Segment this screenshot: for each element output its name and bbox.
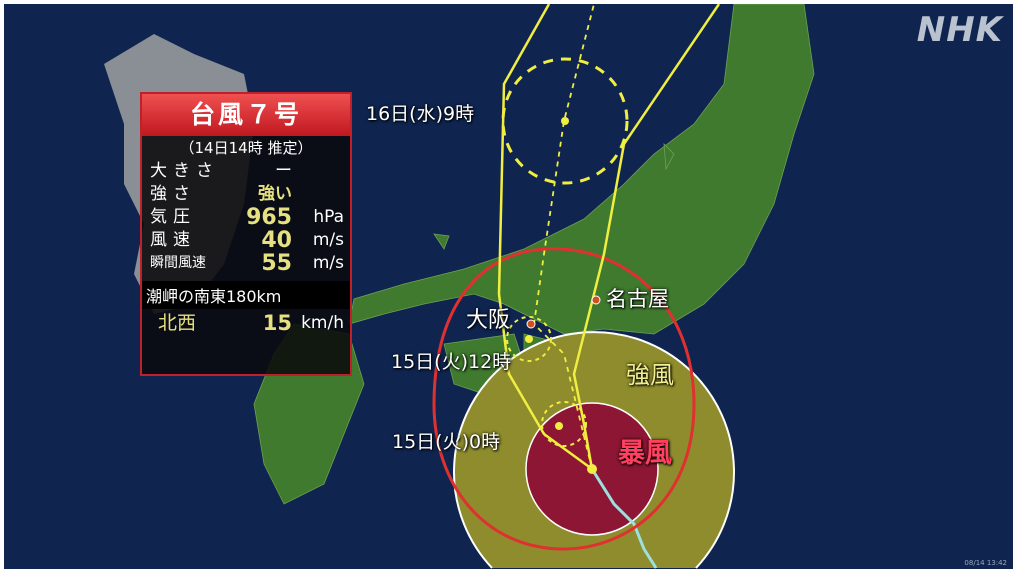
- forecast-point: [525, 335, 533, 343]
- typhoon-info-panel: 台風７号 （14日14時 推定） 大きさ ー 強さ 強い 気圧 965 hPa 風速 40…: [140, 92, 352, 376]
- forecast-circle-15-12: [506, 316, 552, 362]
- nagoya-marker: [591, 295, 601, 305]
- info-unit: m/s: [312, 230, 344, 250]
- info-label: 風速: [150, 230, 196, 250]
- info-value: 40: [261, 228, 292, 253]
- timestamp: 08/14 13:42: [964, 559, 1007, 567]
- forecast-circle-16: [501, 57, 629, 185]
- label-osaka: 大阪: [466, 308, 511, 333]
- nhk-logo: NHK: [916, 10, 1003, 50]
- direction: 北西: [158, 312, 197, 334]
- forecast-track: [497, 4, 721, 471]
- info-value: 強い: [258, 184, 292, 204]
- info-label: 強さ: [150, 184, 196, 204]
- info-label: 瞬間風速: [150, 255, 206, 271]
- location: 潮岬の南東180km: [142, 281, 350, 309]
- info-unit: m/s: [312, 253, 344, 273]
- typhoon-map: NHK 08/14 13:42 16日(水)9時 15日(火)12時 15日(火…: [4, 4, 1013, 569]
- label-15-0: 15日(火)0時: [392, 431, 501, 453]
- osaka-marker: [526, 319, 536, 329]
- info-row-wind: 風速 40 m/s: [142, 229, 350, 252]
- info-label: 大きさ: [150, 161, 219, 181]
- forecast-circle-15-0: [541, 401, 587, 447]
- speed: 15: [262, 311, 292, 335]
- label-storm: 暴風: [618, 438, 672, 469]
- label-16-9: 16日(水)9時: [366, 103, 475, 125]
- info-value: 965: [246, 205, 292, 230]
- speed-unit: km/h: [301, 313, 344, 333]
- info-row-strength: 強さ 強い: [142, 183, 350, 206]
- info-label: 気圧: [150, 207, 196, 227]
- past-track: [590, 468, 658, 569]
- typhoon-center: [587, 464, 597, 474]
- forecast-point: [561, 117, 569, 125]
- info-value: ー: [275, 161, 292, 181]
- storm-warning-outline: [432, 247, 696, 551]
- movement: 北西 15 km/h: [142, 309, 350, 337]
- label-gale: 強風: [626, 361, 674, 389]
- info-row-pressure: 気圧 965 hPa: [142, 206, 350, 229]
- label-15-12: 15日(火)12時: [391, 351, 512, 373]
- info-row-gust: 瞬間風速 55 m/s: [142, 252, 350, 275]
- forecast-point: [555, 422, 563, 430]
- info-row-size: 大きさ ー: [142, 160, 350, 183]
- label-nagoya: 名古屋: [606, 287, 669, 311]
- info-value: 55: [261, 251, 292, 276]
- typhoon-title: 台風７号: [142, 94, 350, 136]
- gale-area-outline: [453, 331, 735, 569]
- info-unit: hPa: [313, 207, 344, 227]
- as-of-time: （14日14時 推定）: [179, 139, 313, 157]
